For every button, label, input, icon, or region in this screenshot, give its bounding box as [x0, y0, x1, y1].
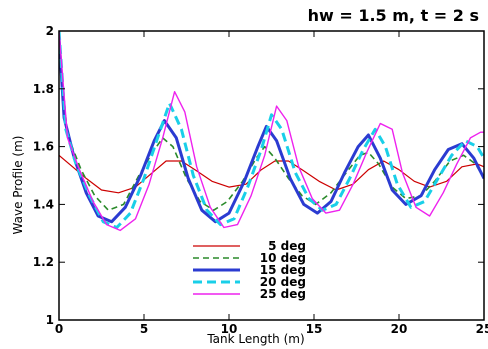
legend-label: 5 deg	[268, 239, 306, 253]
x-axis-label: Tank Length (m)	[206, 332, 304, 346]
legend-label: 25 deg	[260, 287, 306, 301]
x-tick-label: 10	[221, 322, 238, 336]
y-tick-label: 1.2	[33, 255, 54, 269]
x-tick-label: 25	[476, 322, 488, 336]
y-tick-label: 2	[46, 24, 54, 38]
x-tick-label: 15	[306, 322, 323, 336]
legend-label: 15 deg	[260, 263, 306, 277]
series-line-15-deg	[59, 36, 484, 224]
x-tick-label: 0	[55, 322, 63, 336]
y-tick-label: 1.6	[33, 140, 54, 154]
plot-frame	[58, 30, 485, 321]
tick-layer: 0 5 10 15 20 25 1 1.2 1.4 1.6 1.8 2	[33, 24, 488, 336]
y-tick-label: 1.8	[33, 82, 54, 96]
legend-label: 20 deg	[260, 275, 306, 289]
x-tick-label: 20	[391, 322, 408, 336]
y-axis-label: Wave Profile (m)	[11, 136, 25, 235]
chart-title: hw = 1.5 m, t = 2 s	[308, 6, 479, 25]
legend-label: 10 deg	[260, 251, 306, 265]
y-tick-label: 1.4	[33, 197, 54, 211]
series-layer	[59, 31, 484, 232]
series-line-20-deg	[59, 31, 484, 229]
series-line-5-deg	[59, 154, 484, 194]
series-line-10-deg	[59, 45, 484, 211]
x-tick-label: 5	[140, 322, 148, 336]
series-line-25-deg	[59, 31, 484, 232]
y-tick-label: 1	[46, 313, 54, 327]
